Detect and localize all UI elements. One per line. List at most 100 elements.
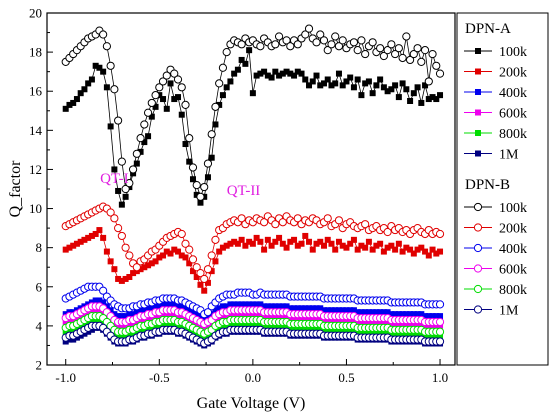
data-point [435,229,445,239]
data-point [114,116,123,125]
data-point [178,252,185,259]
data-point [291,305,298,312]
data-point [85,234,92,241]
axes: -1.0 -0.5 0.0 0.5 1.0 2 4 6 8 10 12 14 16 18 20 [29,6,448,386]
data-point [332,80,339,87]
data-point [435,337,445,346]
legend-marker [473,202,483,212]
data-point [365,78,372,85]
data-point [320,242,327,249]
data-point [402,32,411,41]
data-point [410,90,417,97]
data-point [186,158,193,165]
data-point [403,86,410,93]
data-point [257,70,264,77]
legend-marker [475,150,481,157]
data-point [193,274,200,280]
legend-marker [473,305,483,314]
data-point [294,305,301,312]
data-point [189,176,196,183]
data-point [200,274,209,284]
data-point [110,85,119,94]
data-point [103,303,110,310]
data-point [204,279,211,286]
data-point [261,68,268,75]
data-point [107,307,114,314]
annotations: QT-I QT-II [100,171,260,199]
legend-group-title: DPN-A [465,21,511,37]
legend-entry: 100k [464,45,527,60]
data-point [197,281,204,288]
annotation-label: QT-II [227,183,261,199]
data-point [181,100,190,110]
data-point [428,49,437,59]
data-point [335,70,342,77]
data-point [338,36,347,45]
data-point [162,71,171,80]
data-point [260,218,269,227]
data-point [70,242,77,249]
data-point [115,313,122,320]
data-point [121,243,130,252]
data-point [246,301,253,308]
data-point [227,240,234,247]
data-point [437,313,444,320]
data-point [77,90,84,97]
data-point [413,44,422,53]
data-point [100,299,107,306]
data-point [384,88,391,95]
data-point [212,121,219,128]
data-point [227,78,234,85]
data-point [62,246,69,253]
data-point [208,268,215,275]
data-point [143,108,153,117]
data-point [343,307,350,314]
data-point [319,36,329,45]
data-point [425,252,432,259]
data-point [99,286,108,295]
data-point [293,40,302,49]
data-point [395,240,402,247]
data-point [257,238,264,245]
data-point [272,238,279,245]
data-point [276,234,283,241]
data-point [231,238,238,245]
data-point [435,69,445,78]
legend-marker [475,48,481,54]
legend-label: 800k [499,127,527,142]
data-point [302,305,309,312]
data-point [77,238,84,245]
data-point [238,301,245,308]
data-point [133,160,140,167]
data-point [231,301,238,308]
data-point [185,245,194,254]
legend-marker [473,223,483,232]
legend-group-title: DPN-B [465,177,510,193]
data-point [107,123,114,130]
legend-label: 1M [499,304,519,319]
data-point [156,254,163,261]
data-point [279,303,286,310]
legend-marker [475,89,481,95]
data-point [317,82,324,89]
data-point [117,231,126,241]
data-point [324,236,331,243]
data-point [271,40,280,49]
data-point [178,111,185,118]
data-point [122,313,129,320]
data-point [118,313,125,320]
data-point [256,42,265,51]
data-point [347,307,354,314]
data-point [403,311,410,318]
data-point [380,309,387,316]
data-point [313,305,320,312]
data-point [222,48,231,57]
series-dpn-b-400k [61,282,445,319]
data-point [357,36,366,45]
data-point [167,250,174,257]
data-point [167,80,174,87]
data-point [81,236,88,243]
data-point [328,240,335,247]
legend-entry: 600k [464,107,527,122]
data-point [73,96,80,103]
